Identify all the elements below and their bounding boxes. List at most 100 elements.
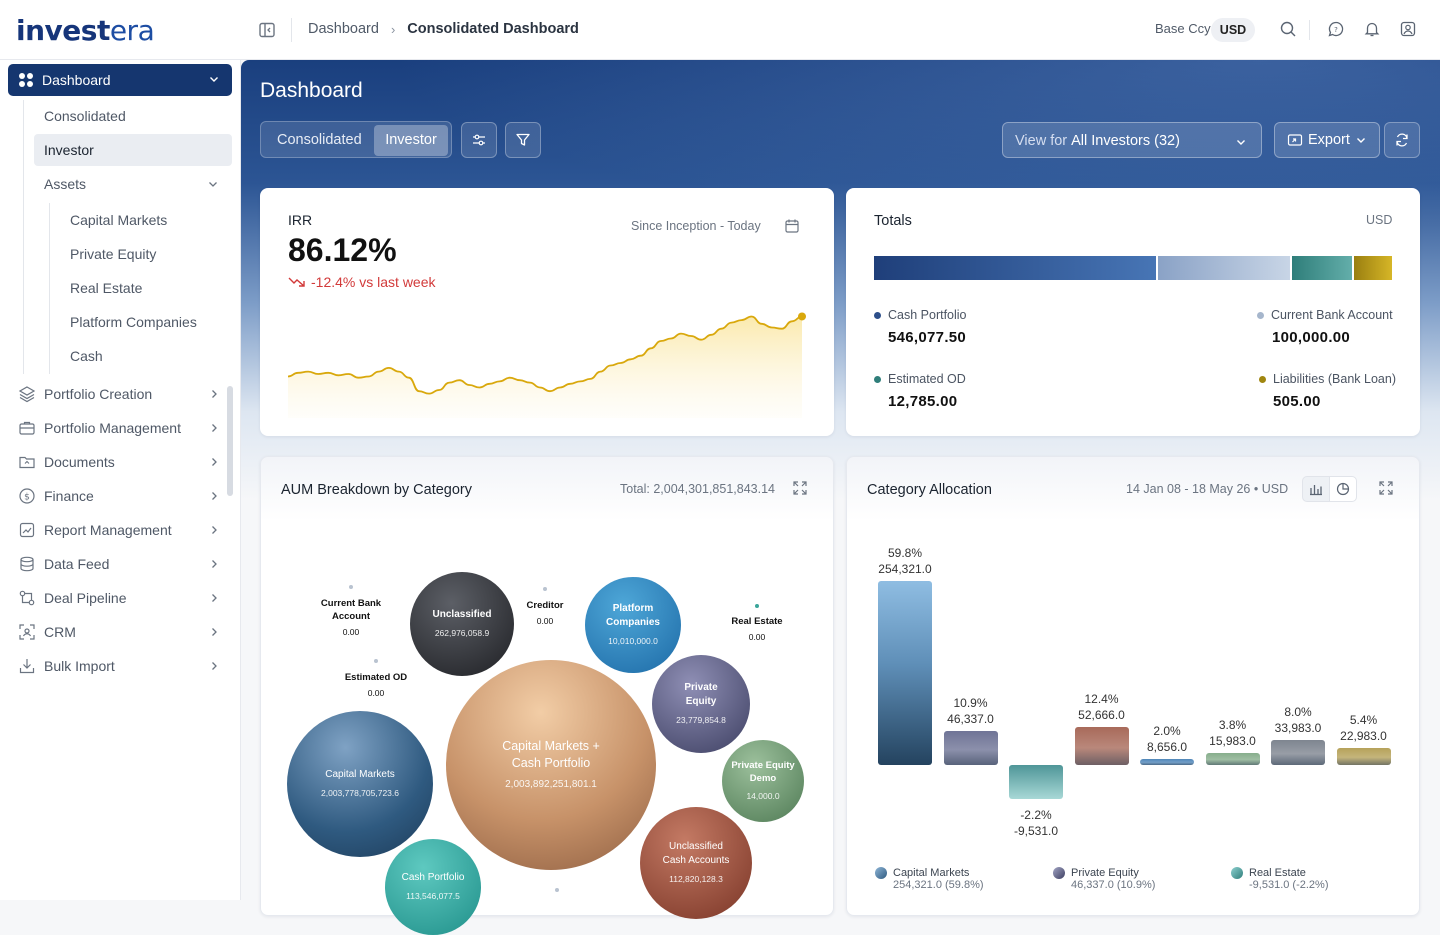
category-bar-value: 33,983.0 [1274,721,1322,736]
category-bar-label: 2.0% 8,656.0 [1132,723,1202,755]
sidebar-subitem-assets[interactable]: Assets [44,176,87,192]
totals-item-label: Liabilities (Bank Loan) [1273,372,1396,386]
view-for-dropdown[interactable]: View for All Investors (32) [1002,122,1262,158]
totals-card: Totals USD Cash Portfolio 546,077.50 Cur… [846,188,1420,436]
bubble-label-real-estate: Real Estate 0.00 [723,615,791,644]
legend-item[interactable]: Capital Markets 254,321.0 (59.8%) [875,867,984,891]
legend-name: Real Estate [1249,867,1306,879]
base-ccy-selector[interactable]: USD [1211,18,1255,42]
category-bar[interactable] [1074,726,1129,765]
top-bar: investera Dashboard › Consolidated Dashb… [0,0,1440,60]
aum-title: AUM Breakdown by Category [281,482,472,498]
irr-range[interactable]: Since Inception - Today [631,219,761,233]
sidebar-item-finance[interactable]: $ Finance [18,484,228,508]
sidebar-subitem-platform-companies[interactable]: Platform Companies [70,314,197,330]
category-bar-value: 46,337.0 [947,712,994,727]
sidebar-item-label: Report Management [44,522,172,538]
chevron-down-icon [1356,138,1365,143]
category-bar-value: 52,666.0 [1078,707,1125,722]
bubble-private-equity[interactable]: Private Equity 23,779,854.8 [652,655,750,753]
expand-icon[interactable] [1378,480,1394,496]
aum-total: Total: 2,004,301,851,843.14 [620,482,775,496]
bubble-name: Real Estate [731,616,783,627]
user-icon[interactable] [1399,20,1417,38]
bubble-cash-portfolio[interactable]: Cash Portfolio 113,546,077.5 [385,839,481,935]
export-label: Export [1308,132,1350,148]
calendar-icon[interactable] [784,218,800,234]
export-button[interactable]: Export [1274,122,1380,158]
legend-item[interactable]: Private Equity 46,337.0 (10.9%) [1053,867,1155,891]
bar-chart-view-button[interactable] [1302,476,1330,502]
bubble-name: Creditor [526,600,564,611]
legend-value: 254,321.0 (59.8%) [893,879,984,891]
totals-item-value: 12,785.00 [888,393,958,410]
bubble-platform-companies[interactable]: Platform Companies 10,010,000.0 [585,577,681,673]
sidebar-item-portfolio-management[interactable]: Portfolio Management [18,416,228,440]
sidebar-subitem-private-equity[interactable]: Private Equity [70,246,157,262]
folder-icon [19,456,35,469]
sidebar-scrollbar[interactable] [227,386,233,496]
totals-item-value: 546,077.50 [888,329,967,346]
chevron-down-icon[interactable] [207,178,219,190]
app-logo[interactable]: investera [16,14,155,47]
category-bar-percent: 12.4% [1084,691,1119,706]
refresh-icon [1396,133,1408,147]
sidebar-item-portfolio-creation[interactable]: Portfolio Creation [18,382,228,406]
category-bar[interactable] [878,581,932,765]
bubble-name: Current Bank Account [320,598,382,622]
sidebar-subitem-capital-markets[interactable]: Capital Markets [70,212,168,228]
refresh-button[interactable] [1384,122,1420,158]
legend-item[interactable]: Real Estate -9,531.0 (-2.2%) [1231,867,1328,891]
pie-chart-view-button[interactable] [1329,476,1357,502]
bubble-value: 262,976,058.9 [434,628,490,638]
chevron-right-icon [212,560,217,568]
bubble-value: 14,000.0 [746,791,780,801]
category-bar-label: 12.4% 52,666.0 [1067,691,1137,723]
breadcrumb-dashboard[interactable]: Dashboard [308,21,379,37]
chat-icon[interactable]: ? [1327,20,1345,38]
logo-accent: era [109,14,155,47]
category-bar[interactable] [1336,748,1391,765]
sidebar-collapse-icon[interactable] [258,21,276,39]
sidebar-item-documents[interactable]: Documents [18,450,228,474]
bubble-private-equity-demo[interactable]: Private Equity Demo 14,000.0 [722,740,804,822]
export-icon [1287,134,1303,146]
logo-main: invest [16,14,110,47]
bell-icon[interactable] [1363,20,1381,38]
category-bar[interactable] [1140,758,1194,765]
sidebar-subitem-investor[interactable]: Investor [34,134,232,166]
sidebar-item-dashboard[interactable]: Dashboard [8,64,232,96]
totals-item: Liabilities (Bank Loan) [1259,372,1396,386]
pipeline-icon [19,590,35,606]
filter-button[interactable] [505,122,541,158]
category-bar-value: 254,321.0 [878,562,932,576]
sidebar-item-report-management[interactable]: Report Management [18,518,228,542]
settings-button[interactable] [461,122,497,158]
irr-area [288,316,802,418]
bubble-unclassified[interactable]: Unclassified 262,976,058.9 [410,572,514,676]
tab-investor[interactable]: Investor [374,125,448,156]
search-icon[interactable] [1279,20,1297,38]
category-bar[interactable] [943,731,998,765]
sidebar-item-crm[interactable]: CRM [18,620,228,644]
category-bar[interactable] [1271,740,1325,765]
tab-consolidated[interactable]: Consolidated [277,132,362,148]
bubble-unclassified-cash-accounts[interactable]: Unclassified Cash Accounts 112,820,128.3 [640,807,752,919]
sidebar-item-label: Dashboard [42,72,111,88]
category-bar[interactable] [1009,765,1063,799]
expand-icon[interactable] [792,480,808,496]
sidebar-subitem-cash[interactable]: Cash [70,348,103,364]
bubble-capital-markets-cash-portfolio[interactable]: Capital Markets + Cash Portfolio 2,003,89… [446,660,656,870]
sidebar-item-deal-pipeline[interactable]: Deal Pipeline [18,586,228,610]
category-bar-percent: 5.4% [1349,713,1378,728]
dashboard-icon [19,73,33,87]
sidebar-subitem-consolidated[interactable]: Consolidated [44,108,126,124]
sidebar-item-bulk-import[interactable]: Bulk Import [18,654,228,678]
bubble-capital-markets[interactable]: Capital Markets 2,003,778,705,723.6 [287,711,433,857]
category-bar[interactable] [1205,753,1260,765]
sidebar-item-data-feed[interactable]: Data Feed [18,552,228,576]
sidebar-subitem-real-estate[interactable]: Real Estate [70,280,143,296]
chevron-right-icon [212,492,217,500]
aum-card: AUM Breakdown by Category Total: 2,004,3… [260,456,834,935]
bubble-dot [543,587,547,591]
